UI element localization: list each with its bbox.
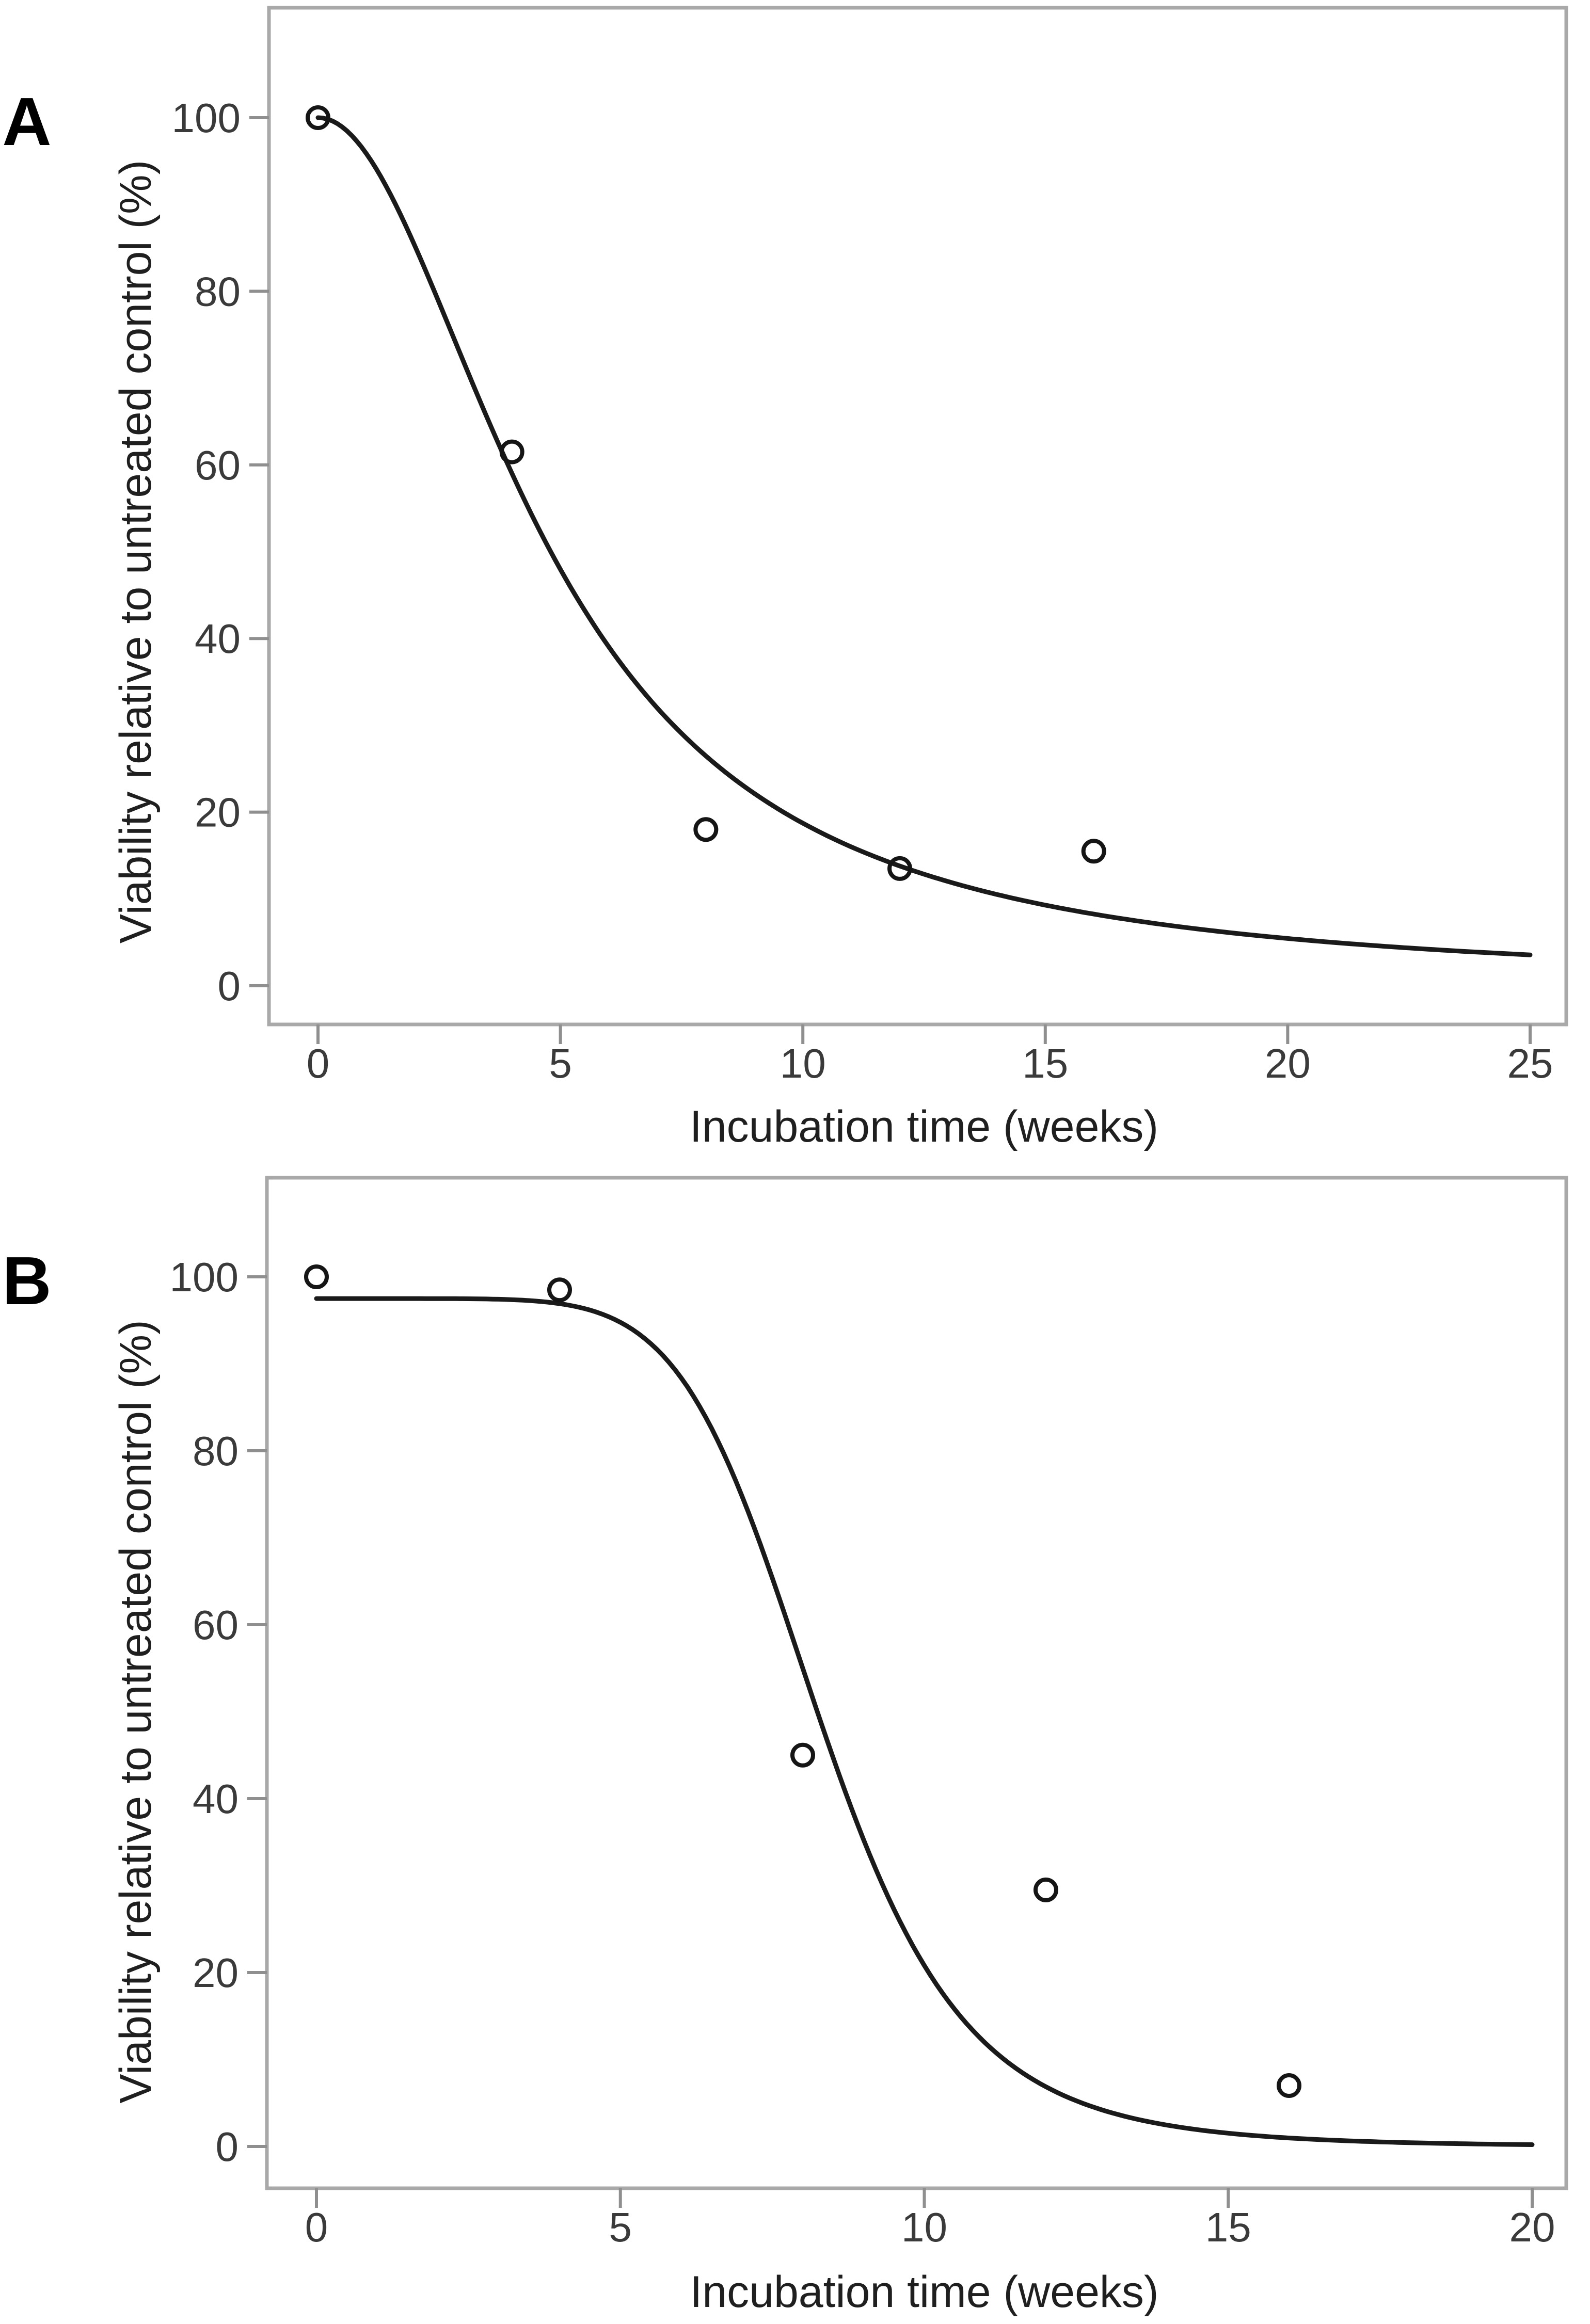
x-tick-label: 10 xyxy=(901,2204,947,2250)
fit-curve xyxy=(315,115,1533,957)
panel-letter: A xyxy=(2,84,51,159)
x-tick-label: 15 xyxy=(1022,1040,1068,1086)
y-tick-label: 0 xyxy=(216,2124,239,2170)
x-tick-label: 25 xyxy=(1507,1040,1553,1086)
data-point xyxy=(547,1277,572,1303)
x-tick-label: 20 xyxy=(1509,2204,1555,2250)
y-tick-label: 100 xyxy=(170,1254,239,1300)
y-axis-title: Viability relative to untreated control … xyxy=(111,1320,161,2103)
data-point xyxy=(1034,1877,1058,1902)
y-axis-title: Viability relative to untreated control … xyxy=(111,160,161,943)
data-point xyxy=(499,439,524,464)
x-tick-label: 0 xyxy=(305,2204,328,2250)
panel-A-frame xyxy=(267,6,1568,1027)
y-tick-label: 40 xyxy=(195,616,241,662)
y-tick-label: 100 xyxy=(172,95,241,141)
x-axis-title: Incubation time (weeks) xyxy=(690,2267,1158,2317)
y-tick-label: 80 xyxy=(195,268,241,314)
y-tick-label: 60 xyxy=(195,442,241,488)
y-tick-label: 20 xyxy=(195,790,241,836)
x-tick-label: 0 xyxy=(307,1040,330,1086)
data-point xyxy=(1277,2073,1301,2098)
data-point xyxy=(1081,839,1106,864)
x-tick-label: 5 xyxy=(609,2204,632,2250)
data-point xyxy=(887,856,913,881)
x-tick-label: 10 xyxy=(780,1040,826,1086)
y-tick-label: 20 xyxy=(193,1950,239,1996)
y-tick-label: 40 xyxy=(193,1776,239,1822)
x-axis-title: Incubation time (weeks) xyxy=(690,1102,1158,1151)
x-tick-label: 5 xyxy=(549,1040,572,1086)
y-tick-label: 60 xyxy=(193,1602,239,1648)
x-tick-label: 15 xyxy=(1205,2204,1251,2250)
panel-letter: B xyxy=(2,1243,51,1319)
y-tick-label: 80 xyxy=(193,1428,239,1474)
data-point xyxy=(306,105,330,130)
y-tick-label: 0 xyxy=(218,963,241,1009)
x-tick-label: 20 xyxy=(1265,1040,1311,1086)
data-point xyxy=(693,817,719,842)
data-point xyxy=(304,1264,329,1289)
fit-curve xyxy=(314,1296,1535,2147)
data-point xyxy=(790,1742,815,1768)
panel-B-frame xyxy=(265,1176,1568,2190)
